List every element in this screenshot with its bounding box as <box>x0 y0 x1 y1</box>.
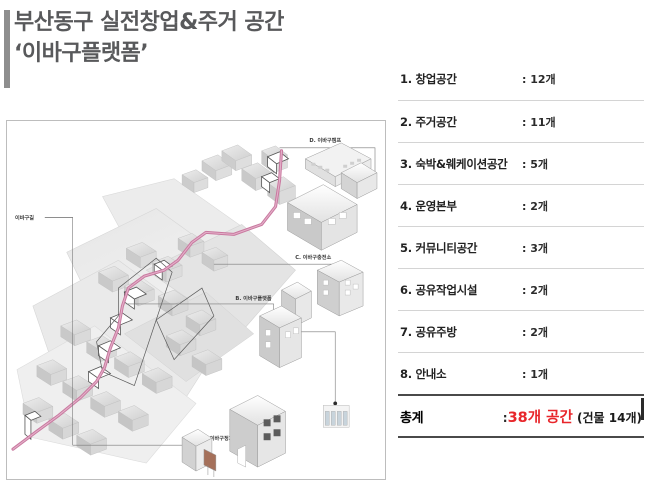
legend-value-3: : 5개 <box>522 157 549 171</box>
legend-total-row: 총계 :38개 공간 (건물 14개) <box>398 394 644 438</box>
map-label-a: A. 이바구정거장 <box>202 434 239 442</box>
legend-value-7: : 2개 <box>522 325 549 339</box>
header-accent-bar <box>4 10 10 88</box>
rooftop-cluster <box>22 144 296 456</box>
legend-row-3: 3. 숙박&웨케이션공간 : 5개 <box>398 142 644 184</box>
legend-row-2: 2. 주거공간 : 11개 <box>398 100 644 142</box>
illustration-ibagu-camp <box>304 142 378 200</box>
legend-label-5: 5. 커뮤니티공간 <box>400 240 478 255</box>
legend-value-1: : 12개 <box>522 73 556 86</box>
illustration-d-annex <box>286 184 358 251</box>
legend-label-2: 2. 주거공간 <box>400 114 457 129</box>
legend-value-2: : 11개 <box>522 115 556 129</box>
legend-value-5: : 3개 <box>522 241 549 255</box>
map-label-c: C. 이바구충전소 <box>295 253 331 261</box>
illustration-ibagu-platform <box>259 281 312 369</box>
legend-row-8: 8. 안내소 : 1개 <box>398 352 644 394</box>
page-title: 부산동구 실전창업&주거 공간 <box>14 10 284 35</box>
legend-total-highlight: 38개 공간 <box>507 409 573 426</box>
callout-ibagu-road: 이바구길 <box>15 213 73 446</box>
page-header: 부산동구 실전창업&주거 공간 ‘이바구플랫폼’ <box>0 4 400 104</box>
space-count-legend-table: 1. 창업공간 : 12개 2. 주거공간 : 11개 3. 숙박&웨케이션공간… <box>398 58 644 438</box>
legend-total-colon: : <box>502 410 508 425</box>
map-label-ibagu-road: 이바구길 <box>15 213 34 221</box>
illustration-ibagu-station <box>181 428 217 478</box>
legend-row-5: 5. 커뮤니티공간 : 3개 <box>398 226 644 268</box>
illustration-striped-block <box>323 405 350 428</box>
legend-total-value: :38개 공간 (건물 14개) <box>503 406 642 427</box>
neighborhood-map-svg: 이바구길 D. 이바구캠프 <box>7 121 385 479</box>
legend-value-8: : 1개 <box>522 367 549 381</box>
page-subtitle: ‘이바구플랫폼’ <box>14 41 149 66</box>
callout-b-sub-dot <box>333 401 338 406</box>
legend-row-4: 4. 운영본부 : 2개 <box>398 184 644 226</box>
legend-row-7: 7. 공유주방 : 2개 <box>398 310 644 352</box>
edge-cursor-mark <box>641 398 644 420</box>
legend-label-8: 8. 안내소 <box>400 366 447 381</box>
legend-value-6: : 2개 <box>522 283 549 297</box>
legend-label-7: 7. 공유주방 <box>400 324 457 339</box>
map-panel[interactable]: 이바구길 D. 이바구캠프 <box>6 120 386 480</box>
legend-total-suffix: (건물 14개) <box>577 410 642 425</box>
map-label-d: D. 이바구캠프 <box>309 136 341 144</box>
callout-b[interactable]: B. 이바구플랫폼 <box>126 281 350 428</box>
callout-a[interactable]: A. 이바구정거장 <box>72 395 287 478</box>
legend-label-4: 4. 운영본부 <box>400 198 457 213</box>
legend-label-6: 6. 공유작업시설 <box>400 282 478 297</box>
legend-label-3: 3. 숙박&웨케이션공간 <box>400 156 508 171</box>
map-label-b: B. 이바구플랫폼 <box>235 294 271 302</box>
legend-value-4: : 2개 <box>522 199 549 213</box>
illustration-a-annex <box>229 395 287 468</box>
legend-label-1: 1. 창업공간 <box>400 72 457 86</box>
legend-row-1: 1. 창업공간 : 12개 <box>398 58 644 100</box>
illustration-ibagu-charge-station <box>316 259 364 317</box>
callout-d[interactable]: D. 이바구캠프 <box>279 136 378 251</box>
district-outline <box>96 257 215 386</box>
legend-row-6: 6. 공유작업시설 : 2개 <box>398 268 644 310</box>
callout-c[interactable]: C. 이바구충전소 <box>213 253 364 317</box>
legend-total-label: 총계 <box>400 410 424 426</box>
ibagu-road-path-inner <box>12 150 283 450</box>
